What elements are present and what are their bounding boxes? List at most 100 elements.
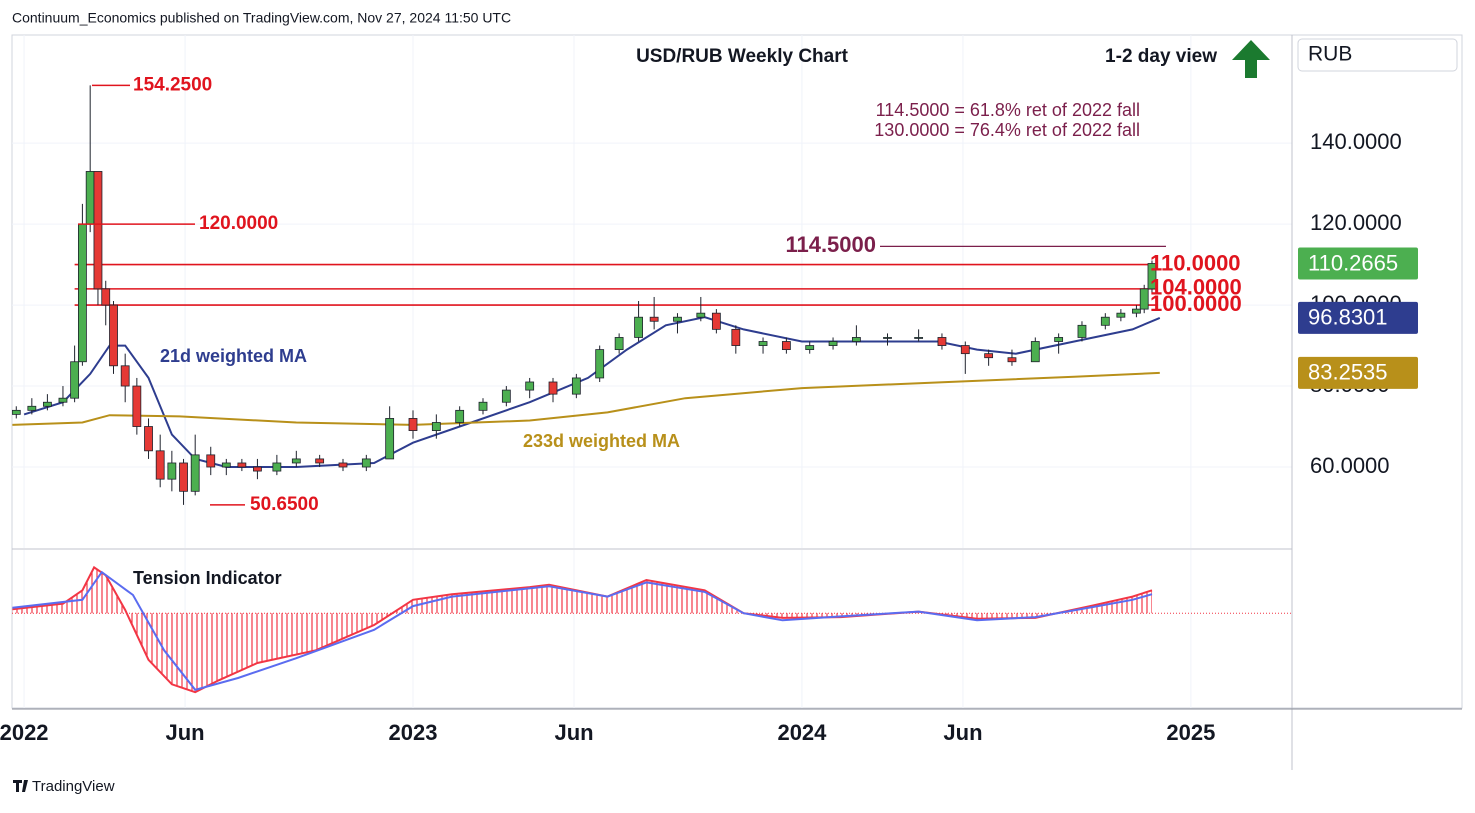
level-label: 114.5000	[785, 232, 876, 257]
candle	[155, 434, 165, 488]
marker-label: 50.6500	[250, 494, 319, 515]
candle-body	[272, 462, 282, 472]
candle-body	[805, 345, 815, 351]
candle	[758, 337, 768, 354]
candle-body	[338, 462, 348, 468]
up-arrow	[1232, 40, 1270, 78]
price-tag	[1298, 301, 1418, 334]
x-tick-label: Jun	[554, 720, 593, 745]
y-tick-label: 60.0000	[1310, 453, 1390, 478]
indicator-title: Tension Indicator	[133, 568, 282, 588]
candle-body	[408, 418, 418, 431]
candle-body	[144, 426, 153, 452]
candle-body	[548, 381, 558, 395]
candle-body	[70, 361, 80, 399]
level-label: 100.0000	[1150, 291, 1242, 316]
candle	[548, 377, 558, 403]
x-tick-label: Jun	[166, 720, 205, 745]
candle	[731, 325, 741, 354]
candle	[77, 203, 87, 366]
candle	[70, 345, 80, 403]
candle-body	[711, 312, 721, 330]
candle	[1147, 260, 1157, 293]
candle	[937, 333, 947, 350]
candle-body	[984, 353, 994, 359]
level-label: 104.0000	[1150, 275, 1242, 300]
candle	[781, 337, 791, 354]
candle-body	[431, 422, 441, 431]
candle-body	[595, 349, 605, 379]
x-tick-label: 2023	[389, 720, 438, 745]
chart-title: USD/RUB Weekly Chart	[636, 46, 849, 67]
candle	[12, 406, 21, 419]
y-tick-label: 120.0000	[1310, 210, 1402, 235]
candle	[478, 398, 488, 415]
y-tick-label: 140.0000	[1310, 129, 1402, 154]
candle	[851, 325, 861, 346]
candle	[221, 458, 231, 476]
price-tag	[1298, 356, 1418, 389]
candle-body	[167, 462, 177, 480]
candle-body	[1100, 316, 1110, 326]
marker-label: 120.0000	[199, 213, 278, 234]
indicator-line	[12, 570, 1153, 691]
x-tick-label: 2022	[0, 720, 49, 745]
candle	[1007, 349, 1017, 366]
candle	[595, 345, 605, 382]
candle-body	[914, 337, 924, 339]
candle	[27, 398, 37, 415]
candle-body	[883, 337, 892, 339]
candle-body	[291, 458, 301, 464]
candle-body	[253, 466, 262, 472]
note: 130.0000 = 76.4% ret of 2022 fall	[874, 120, 1140, 140]
price-tag-label: 110.2665	[1308, 250, 1398, 275]
candle-body	[1132, 308, 1141, 314]
footer: TradingView	[32, 778, 115, 795]
candle	[1116, 309, 1126, 322]
x-tick-label: 2025	[1166, 720, 1215, 745]
candle	[614, 333, 624, 354]
candle	[1030, 337, 1040, 363]
candle-body	[696, 312, 706, 318]
candle	[272, 454, 282, 476]
candle	[315, 454, 325, 468]
candle-body	[1007, 357, 1017, 363]
candle-body	[525, 381, 535, 391]
candle-body	[315, 458, 325, 464]
candle-body	[132, 385, 142, 427]
candle-body	[1054, 337, 1064, 342]
candle-body	[237, 462, 247, 468]
candle-body	[155, 450, 165, 480]
candle-body	[42, 401, 52, 407]
candle	[167, 450, 177, 492]
candle	[338, 458, 348, 472]
candle-body	[571, 377, 581, 395]
candle-body	[851, 337, 861, 342]
candle	[634, 301, 643, 342]
candle	[190, 434, 200, 496]
candle	[805, 341, 815, 354]
candle-body	[781, 341, 791, 351]
plot-area	[12, 35, 1292, 708]
candle-body	[361, 458, 371, 468]
candle-body	[385, 418, 395, 460]
candle-body	[960, 345, 970, 355]
candle	[960, 341, 970, 374]
candle	[408, 410, 418, 439]
candle	[883, 333, 892, 346]
candle	[1132, 305, 1141, 318]
footer-logo	[13, 780, 28, 792]
currency-label[interactable]: RUB	[1308, 43, 1352, 66]
candle	[673, 313, 682, 334]
candle	[144, 418, 153, 459]
x-tick-label: Jun	[943, 720, 982, 745]
candle-body	[455, 409, 465, 423]
x-tick-label: 2024	[777, 720, 827, 745]
candle-body	[614, 337, 624, 351]
candle-body	[206, 454, 216, 468]
currency-button[interactable]	[1297, 38, 1458, 72]
candle	[501, 386, 511, 407]
candle-body	[1077, 324, 1087, 338]
